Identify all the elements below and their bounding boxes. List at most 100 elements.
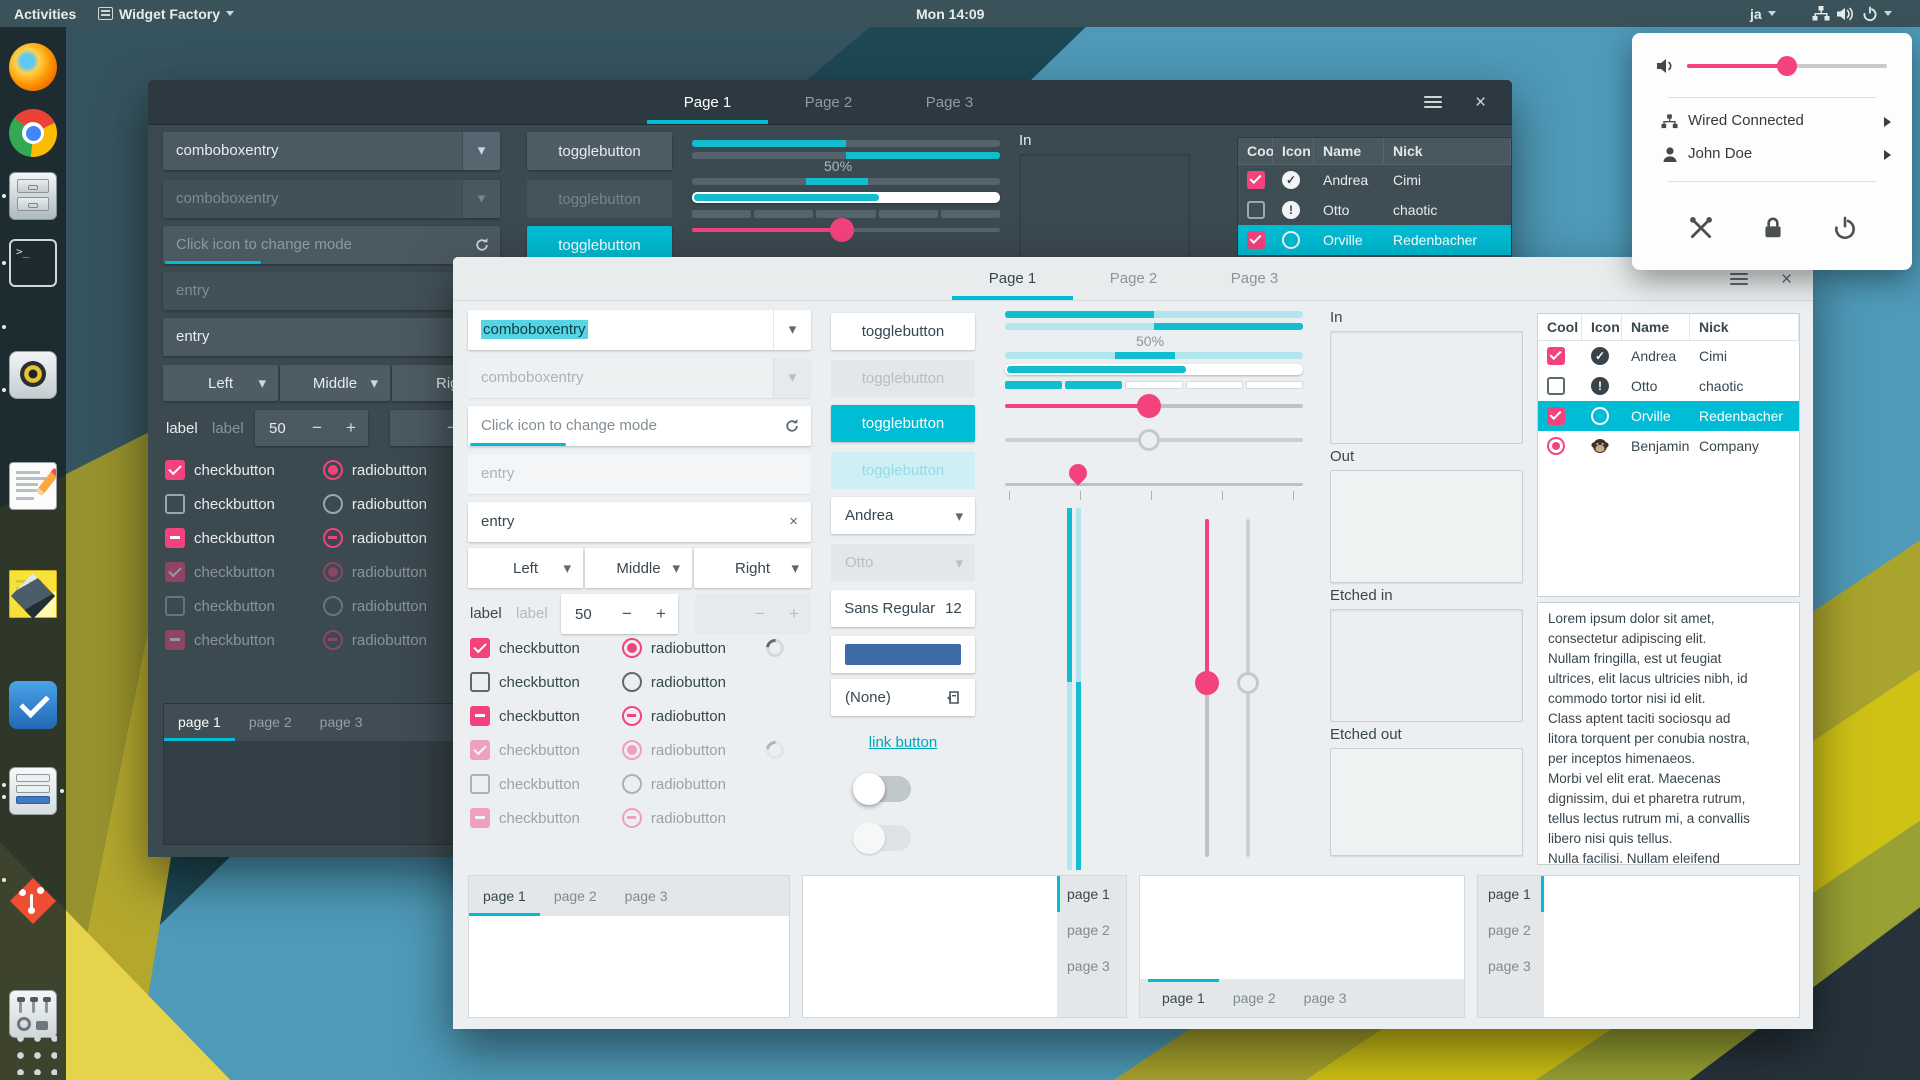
checkbox-mixed[interactable] [470,706,490,726]
link-button[interactable]: link button [831,734,975,752]
refresh-icon[interactable] [784,418,800,434]
notebook-tab-page2[interactable]: page 2 [1488,922,1531,938]
checkbox-checked[interactable] [1547,347,1565,365]
notebook-tab-page2[interactable]: page 2 [1232,990,1276,1006]
plus-icon[interactable]: + [346,418,356,437]
volume-handle[interactable] [1777,56,1797,76]
notebook-tab-page1[interactable]: page 1 [1478,876,1544,912]
minus-icon[interactable]: − [622,604,632,623]
notebook-tab-page1[interactable]: page 1 [164,704,235,741]
togglebutton[interactable]: togglebutton [831,313,975,350]
tab-page2[interactable]: Page 2 [1073,257,1194,300]
scale-handle[interactable] [830,218,854,242]
combobox-name[interactable]: Andrea ▾ [831,497,975,534]
tree-row[interactable]: Benjamin Company [1538,431,1799,461]
checkbox-checked[interactable] [470,638,490,658]
tab-page1[interactable]: Page 1 [952,257,1073,300]
entry-clearable[interactable]: entry× [468,502,811,542]
radio-mixed[interactable] [621,706,642,726]
comboboxentry[interactable]: comboboxentry ▾ [163,132,500,170]
radio-unselected[interactable] [621,672,642,692]
checkbox-mixed[interactable] [165,528,185,548]
minus-icon[interactable]: − [312,418,322,437]
tree-row[interactable]: ✓ Andrea Cimi [1538,341,1799,371]
clock[interactable]: Mon 14:09 [916,0,984,27]
titlebar[interactable]: Page 1 Page 2 Page 3 × [453,257,1813,301]
system-status-area[interactable] [1812,0,1892,27]
column-cool[interactable]: Cool [1238,138,1278,164]
tree-row-selected[interactable]: Orville Redenbacher [1238,225,1511,255]
column-name[interactable]: Name [1622,314,1690,340]
combo-left[interactable]: Left ▾ [468,548,583,588]
vscale-handle[interactable] [1195,671,1219,695]
app-menu[interactable]: Widget Factory [98,0,234,27]
checkbox-checked[interactable] [1247,231,1265,249]
dock-item-git[interactable] [9,877,57,925]
checkbox-checked[interactable] [165,460,185,480]
notebook-tab-page1[interactable]: page 1 [469,876,540,916]
settings-icon[interactable] [1688,215,1714,241]
tab-page2[interactable]: Page 2 [768,80,889,124]
power-icon[interactable] [1832,215,1858,241]
notebook-tab-page2[interactable]: page 2 [553,888,597,904]
checkbox-unchecked[interactable] [1547,377,1565,395]
dock-item-firefox[interactable] [9,43,57,91]
notebook-tab-page1[interactable]: page 1 [1057,876,1126,912]
entry-clearable[interactable]: entry× [163,318,500,356]
checkbox-unchecked[interactable] [165,494,185,514]
plus-icon[interactable]: + [656,604,666,623]
combo-left[interactable]: Left ▾ [163,365,278,401]
dock-item-show-applications[interactable] [9,1027,57,1075]
scale-handle[interactable] [1137,394,1161,418]
clear-icon[interactable]: × [789,513,798,530]
notebook-tab-page2[interactable]: page 2 [248,714,292,730]
spinbutton[interactable]: 50 − + [255,410,368,446]
dock-item-widget-factory[interactable] [9,767,57,815]
font-button[interactable]: Sans Regular 12 [831,590,975,627]
switch-off[interactable] [853,773,911,805]
dock-item-todo[interactable] [9,681,57,729]
close-icon[interactable]: × [1475,92,1487,113]
dock-item-text-editor[interactable] [9,462,57,510]
menu-icon[interactable] [1730,273,1748,285]
checkbox-checked[interactable] [1247,171,1265,189]
tab-page1[interactable]: Page 1 [647,80,768,124]
dock-item-terminal[interactable]: >_ [9,239,57,287]
scale-mark-handle[interactable] [1065,460,1091,486]
refresh-icon[interactable] [474,237,490,253]
radio-selected[interactable] [322,460,343,480]
icon-entry[interactable]: Click icon to change mode [163,226,500,264]
keyboard-layout-indicator[interactable]: ja [1750,0,1776,27]
tree-row[interactable]: ✓ Andrea Cimi [1238,165,1511,195]
radio-selected[interactable] [621,638,642,658]
spinbutton[interactable]: 50 − + [561,594,678,634]
titlebar[interactable]: Page 1 Page 2 Page 3 × [148,80,1512,125]
combo-right[interactable]: Right ▾ [694,548,811,588]
hscale-marks[interactable] [1005,483,1303,486]
column-nick[interactable]: Nick [1690,314,1799,340]
notebook-tab-page3[interactable]: page 3 [1067,958,1110,974]
dock-item-file-manager[interactable] [9,172,57,220]
notebook-tab-page3[interactable]: page 3 [319,714,363,730]
tab-page3[interactable]: Page 3 [1194,257,1315,300]
menu-item-user[interactable]: John Doe [1632,140,1912,170]
activities-button[interactable]: Activities [14,0,76,27]
file-chooser-button[interactable]: (None) [831,679,975,716]
tree-row-selected[interactable]: Orville Redenbacher [1538,401,1799,431]
column-name[interactable]: Name [1314,138,1384,164]
radio-selected[interactable] [1547,437,1565,455]
checkbox-unchecked[interactable] [470,672,490,692]
tree-row[interactable]: ! Otto chaotic [1238,195,1511,225]
color-button[interactable] [831,636,975,673]
checkbox-unchecked[interactable] [1247,201,1265,219]
combo-middle[interactable]: Middle ▾ [585,548,692,588]
icon-entry[interactable]: Click icon to change mode [468,406,811,446]
notebook-tab-page3[interactable]: page 3 [1488,958,1531,974]
menu-item-network[interactable]: Wired Connected [1632,107,1912,137]
notebook-tab-page3[interactable]: page 3 [624,888,668,904]
checkbox-checked[interactable] [1547,407,1565,425]
notebook-tab-page2[interactable]: page 2 [1067,922,1110,938]
tab-page3[interactable]: Page 3 [889,80,1010,124]
menu-icon[interactable] [1424,96,1442,108]
radio-unselected[interactable] [322,494,343,514]
